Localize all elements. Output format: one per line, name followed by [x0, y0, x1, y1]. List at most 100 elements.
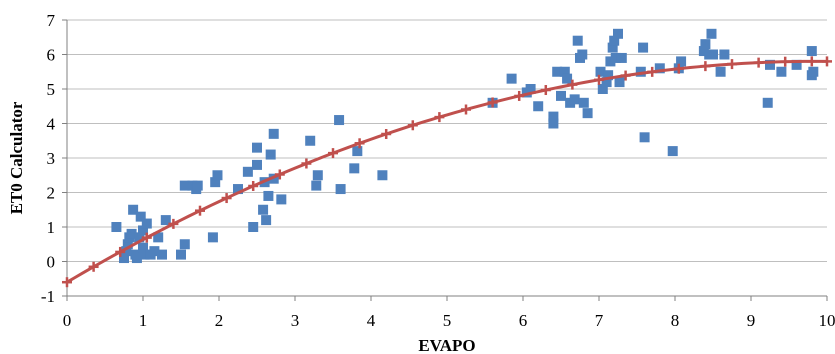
- data-point-45: [334, 115, 345, 126]
- data-point-26: [207, 232, 218, 243]
- data-point-13: [139, 249, 150, 260]
- data-point-11: [138, 242, 148, 253]
- y-tick-label-6: 6: [47, 46, 56, 65]
- data-point-39: [268, 173, 279, 184]
- data-point-68: [595, 66, 606, 77]
- data-point-18: [157, 249, 167, 260]
- data-point-91: [715, 66, 726, 77]
- data-point-25: [192, 180, 203, 191]
- data-point-43: [311, 180, 322, 191]
- y-tick-label-5: 5: [47, 80, 56, 99]
- data-point-1: [119, 253, 129, 264]
- data-point-33: [252, 142, 262, 153]
- data-point-0: [111, 222, 122, 232]
- trend-marker-16: [487, 97, 498, 108]
- data-point-95: [776, 66, 787, 77]
- trend-marker-3: [141, 232, 152, 243]
- data-point-28: [212, 170, 223, 181]
- trend-marker-23: [673, 63, 684, 74]
- data-point-57: [552, 66, 563, 77]
- data-point-49: [377, 170, 388, 181]
- x-tick-label-5: 5: [443, 311, 452, 330]
- y-axis-title: ET0 Calculator: [7, 101, 26, 214]
- trend-marker-27: [780, 56, 791, 67]
- y-tick-label--1: -1: [41, 287, 55, 306]
- trend-marker-28: [806, 56, 817, 67]
- trend-marker-17: [514, 90, 525, 101]
- trend-marker-7: [248, 180, 259, 191]
- data-point-87: [700, 39, 711, 50]
- data-point-5: [126, 228, 137, 239]
- trend-marker-18: [540, 85, 551, 96]
- data-point-65: [577, 49, 588, 60]
- data-point-77: [614, 77, 625, 88]
- data-point-86: [698, 46, 709, 57]
- data-point-76: [613, 28, 623, 39]
- data-point-93: [762, 97, 773, 108]
- x-tick-label-9: 9: [747, 311, 756, 330]
- data-point-31: [248, 222, 259, 232]
- data-point-63: [572, 35, 583, 46]
- data-point-17: [153, 232, 164, 243]
- x-tick-label-2: 2: [215, 311, 224, 330]
- trend-line: [66, 59, 828, 284]
- data-point-48: [352, 146, 363, 157]
- data-point-62: [569, 94, 580, 105]
- trend-marker-20: [594, 74, 604, 85]
- trend-marker-1: [88, 261, 99, 272]
- data-point-51: [506, 73, 517, 84]
- trend-marker-19: [567, 79, 578, 90]
- data-point-40: [268, 128, 279, 139]
- trend-marker-2: [115, 246, 126, 257]
- trend-marker-11: [354, 138, 365, 149]
- y-tick-label-2: 2: [47, 184, 56, 203]
- data-point-66: [578, 97, 589, 108]
- data-point-12: [138, 225, 148, 236]
- data-point-79: [635, 66, 646, 77]
- data-point-21: [179, 239, 190, 250]
- trend-marker-8: [274, 169, 285, 180]
- data-point-94: [765, 59, 775, 70]
- data-point-37: [263, 190, 274, 201]
- data-point-14: [141, 218, 152, 229]
- data-point-46: [335, 184, 346, 195]
- y-tick-label-0: 0: [47, 253, 56, 272]
- x-tick-label-1: 1: [139, 311, 148, 330]
- trend-marker-15: [461, 104, 471, 115]
- y-tick-label-7: 7: [47, 11, 56, 30]
- data-point-16: [149, 246, 160, 257]
- data-point-78: [616, 52, 627, 63]
- data-point-54: [533, 101, 544, 112]
- data-point-71: [603, 70, 614, 81]
- x-tick-label-8: 8: [671, 311, 680, 330]
- data-point-92: [719, 49, 730, 60]
- data-point-83: [667, 146, 678, 157]
- x-tick-label-0: 0: [63, 311, 72, 330]
- x-tick-label-3: 3: [291, 311, 300, 330]
- x-tick-labels: 0 1 2 3 4 5 6 7 8 9 10: [63, 311, 835, 330]
- trend-marker-26: [753, 57, 764, 68]
- data-point-8: [131, 253, 142, 264]
- x-axis-title: EVAPO: [418, 336, 475, 354]
- data-point-85: [676, 56, 687, 67]
- scatter-series: [111, 28, 819, 264]
- data-point-30: [242, 166, 253, 177]
- data-point-53: [525, 84, 536, 94]
- y-tick-label-3: 3: [47, 149, 56, 168]
- data-point-82: [654, 63, 665, 74]
- data-point-96: [791, 59, 802, 70]
- data-point-19: [160, 215, 171, 226]
- data-point-6: [128, 204, 139, 215]
- data-point-80: [638, 42, 649, 53]
- data-point-29: [233, 184, 243, 195]
- trend-marker-14: [434, 112, 445, 123]
- data-point-59: [559, 66, 570, 77]
- x-tick-label-10: 10: [819, 311, 835, 330]
- trend-marker-6: [221, 193, 232, 204]
- data-point-90: [708, 49, 718, 60]
- data-point-42: [305, 135, 316, 146]
- data-point-72: [605, 56, 616, 67]
- y-tick-labels: -1 0 1 2 3 4 5 6 7: [41, 11, 56, 306]
- x-tick-label-7: 7: [595, 311, 604, 330]
- data-point-99: [808, 66, 819, 77]
